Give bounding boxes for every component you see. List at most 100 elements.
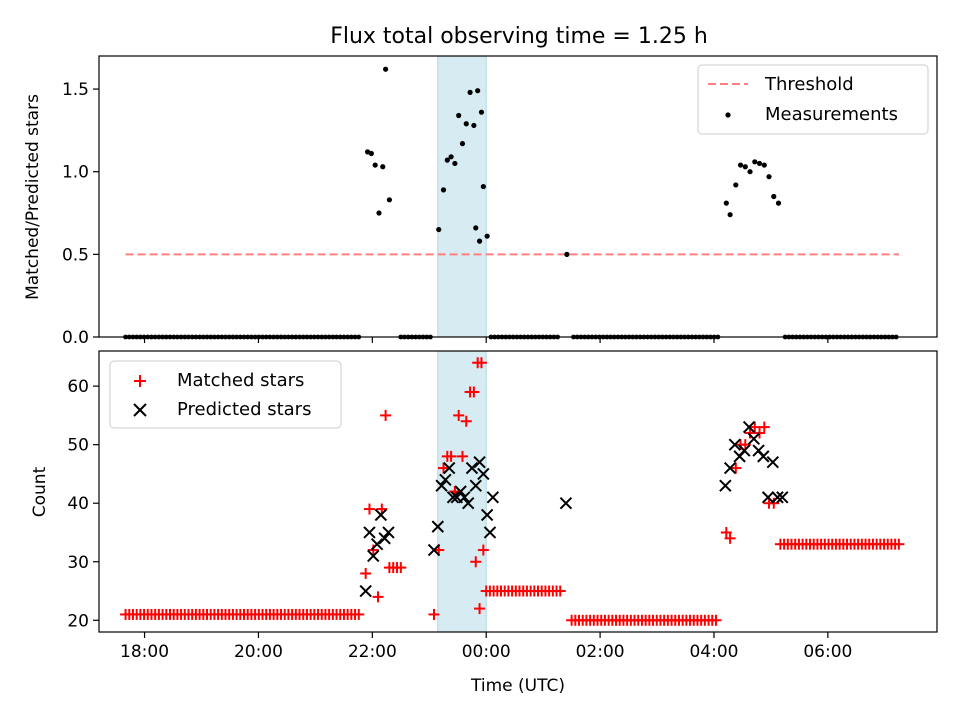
- chart-title: Flux total observing time = 1.25 h: [330, 24, 708, 49]
- matched-star-point: [477, 544, 489, 556]
- measurement-point: [737, 162, 744, 168]
- measurement-point: [368, 150, 374, 157]
- x-axis-label: Time (UTC): [470, 676, 565, 696]
- predicted-star-point: [469, 479, 482, 492]
- legend-matched-swatch: [134, 375, 146, 387]
- measurement-point: [766, 174, 772, 180]
- matched-star-point: [730, 462, 742, 474]
- measurement-point: [448, 154, 454, 160]
- measurement-point: [459, 141, 466, 147]
- ratio-highlight-span: [437, 55, 487, 338]
- count-ytick-label: 60: [67, 377, 89, 397]
- count-y-axis-label: Count: [30, 466, 50, 517]
- count-xtick-label: 20:00: [234, 642, 283, 662]
- count-plot: 20 30 40 50 60 18:00 20:00 22:00 00:00 02:00 04:0…: [30, 350, 938, 696]
- predicted-star-point: [747, 432, 761, 446]
- predicted-star-point: [374, 508, 388, 522]
- legend-predicted-swatch: [133, 403, 147, 417]
- measurement-point: [564, 251, 570, 257]
- measurement-point: [372, 162, 378, 168]
- measurement-point: [727, 212, 733, 218]
- measurement-point: [463, 121, 469, 127]
- count-xtick-label: 18:00: [120, 642, 169, 662]
- predicted-star-point: [382, 526, 395, 539]
- measurement-point: [467, 89, 473, 95]
- matched-star-point: [724, 532, 736, 544]
- matched-star-point: [395, 562, 407, 574]
- matched-star-point: [475, 357, 487, 369]
- ratio-legend: Threshold Measurements: [697, 64, 929, 135]
- matched-star-point: [445, 450, 457, 462]
- predicted-star-point: [359, 584, 372, 598]
- predicted-star-point: [427, 543, 441, 557]
- matched-star-point: [468, 386, 480, 398]
- predicted-star-point: [473, 456, 486, 469]
- measurement-point: [471, 122, 477, 129]
- predicted-star-point: [559, 497, 573, 510]
- matched-star-point: [474, 603, 486, 615]
- count-plot-frame: [98, 350, 938, 633]
- ratio-ytick-label: 0.0: [62, 328, 89, 348]
- legend-measurements-swatch: [725, 112, 731, 118]
- matched-star-point: [754, 427, 766, 439]
- legend-measurements-label: Measurements: [765, 104, 898, 125]
- predicted-star-point: [461, 497, 475, 510]
- ratio-ytick-label: 1.5: [62, 80, 89, 100]
- measurement-point: [456, 112, 462, 119]
- matched-star-point: [710, 614, 722, 626]
- measurement-point: [386, 197, 393, 203]
- ratio-plot-frame: [98, 55, 938, 338]
- measurement-point: [752, 159, 758, 165]
- predicted-star-point: [719, 479, 732, 492]
- matched-star-point: [380, 409, 392, 421]
- measurement-point: [733, 182, 739, 188]
- count-ytick-label: 50: [67, 436, 89, 456]
- predicted-star-point: [738, 444, 751, 457]
- ratio-ytick-label: 1.0: [62, 163, 89, 183]
- measurement-point: [480, 183, 486, 190]
- predicted-star-point: [480, 508, 494, 522]
- count-highlight-span: [437, 350, 487, 633]
- measurement-point: [756, 160, 763, 167]
- ratio-ytick-label: 0.5: [62, 245, 89, 265]
- measurement-point: [444, 157, 450, 163]
- matched-star-point: [460, 415, 472, 427]
- predicted-star-point: [771, 491, 784, 504]
- matched-star-point: [367, 544, 379, 556]
- measurement-point: [475, 88, 481, 94]
- matched-star-point: [363, 503, 375, 515]
- legend-threshold-label: Threshold: [764, 74, 854, 95]
- matched-star-point: [893, 538, 905, 550]
- ratio-plot: 0.0 0.5 1.0 1.5 Matched/Predicted stars Thr…: [23, 55, 938, 348]
- measurement-point: [376, 210, 382, 216]
- predicted-star-point: [742, 420, 756, 434]
- matched-star-point: [749, 421, 761, 433]
- measurement-point: [761, 162, 767, 168]
- legend-matched-label: Matched stars: [177, 370, 304, 391]
- measurement-point: [436, 226, 442, 233]
- predicted-star-point: [431, 520, 445, 533]
- count-ytick-label: 20: [67, 611, 89, 631]
- count-xtick-label: 04:00: [689, 642, 738, 662]
- predicted-star-point: [757, 450, 770, 463]
- matched-star-point: [438, 462, 450, 474]
- predicted-star-point: [442, 461, 456, 475]
- predicted-star-point: [367, 549, 380, 563]
- measurement-point: [452, 160, 458, 167]
- count-xtick-label: 22:00: [348, 642, 397, 662]
- measurement-point: [775, 200, 782, 206]
- predicted-star-point: [766, 456, 780, 469]
- predicted-star-point: [435, 479, 448, 492]
- legend-predicted-label: Predicted stars: [177, 399, 311, 420]
- measurement-point: [473, 225, 479, 231]
- predicted-star-point: [454, 485, 467, 498]
- measurement-point: [484, 233, 490, 239]
- measurement-point: [440, 187, 447, 193]
- predicted-star-point: [728, 438, 742, 451]
- matched-star-point: [353, 608, 365, 620]
- matched-star-point: [453, 409, 465, 421]
- predicted-star-point: [378, 532, 391, 545]
- predicted-star-point: [761, 491, 775, 504]
- predicted-star-point: [370, 537, 384, 551]
- count-xtick-label: 02:00: [576, 642, 625, 662]
